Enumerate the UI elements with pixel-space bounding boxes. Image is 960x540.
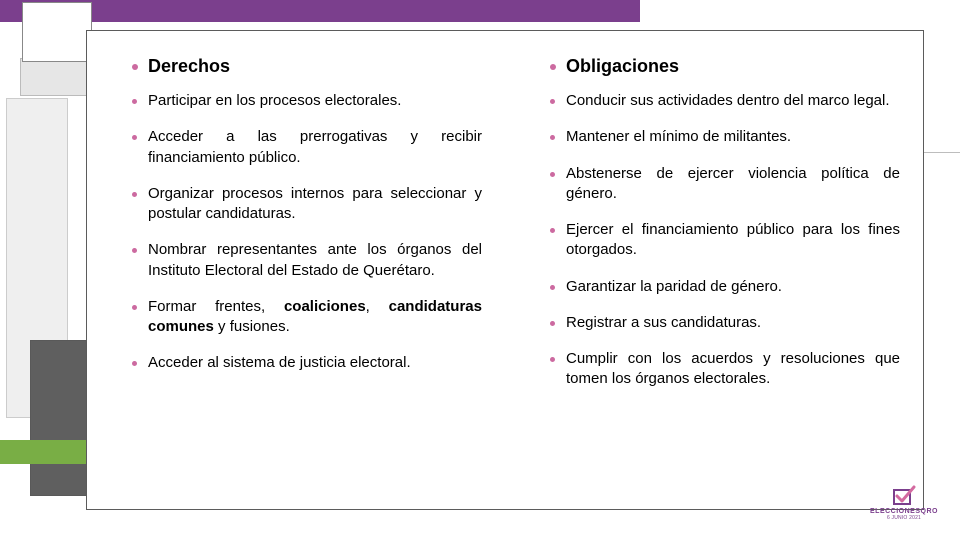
list-item: Garantizar la paridad de género.: [550, 277, 900, 297]
logo-text: ELECCIONESQRO: [870, 508, 938, 515]
left-title: Derechos: [132, 56, 482, 77]
list-item: Registrar a sus candidaturas.: [550, 313, 900, 333]
footer-logo: ELECCIONESQRO 6 JUNIO 2021: [868, 482, 940, 522]
right-title: Obligaciones: [550, 56, 900, 77]
list-item: Acceder al sistema de justicia electoral…: [132, 353, 482, 373]
list-item: Participar en los procesos electorales.: [132, 91, 482, 111]
list-item: Abstenerse de ejercer violencia política…: [550, 164, 900, 205]
deco-box-top: [22, 2, 92, 62]
list-item: Conducir sus actividades dentro del marc…: [550, 91, 900, 111]
bullet-dot: [132, 64, 138, 70]
list-item: Organizar procesos internos para selecci…: [132, 184, 482, 225]
left-column: Derechos Participar en los procesos elec…: [132, 56, 482, 500]
list-item: Acceder a las prerrogativas y recibir fi…: [132, 127, 482, 168]
top-purple-bar: [0, 0, 640, 22]
content-wrap: Derechos Participar en los procesos elec…: [132, 56, 900, 500]
list-item: Formar frentes, coaliciones, candidatura…: [132, 297, 482, 338]
slide-stage: Derechos Participar en los procesos elec…: [0, 0, 960, 540]
left-list: Participar en los procesos electorales. A…: [132, 91, 482, 374]
deco-box-dark: [30, 340, 92, 496]
right-list: Conducir sus actividades dentro del marc…: [550, 91, 900, 390]
bullet-dot: [550, 64, 556, 70]
list-item: Ejercer el financiamiento público para l…: [550, 220, 900, 261]
logo-subtext: 6 JUNIO 2021: [887, 515, 921, 521]
right-title-text: Obligaciones: [566, 56, 679, 77]
left-title-text: Derechos: [148, 56, 230, 77]
logo-mark-icon: [891, 484, 917, 506]
list-item: Nombrar representantes ante los órganos …: [132, 240, 482, 281]
deco-box-green: [0, 440, 96, 464]
list-item: Mantener el mínimo de militantes.: [550, 127, 900, 147]
right-column: Obligaciones Conducir sus actividades de…: [550, 56, 900, 500]
list-item: Cumplir con los acuerdos y resoluciones …: [550, 349, 900, 390]
